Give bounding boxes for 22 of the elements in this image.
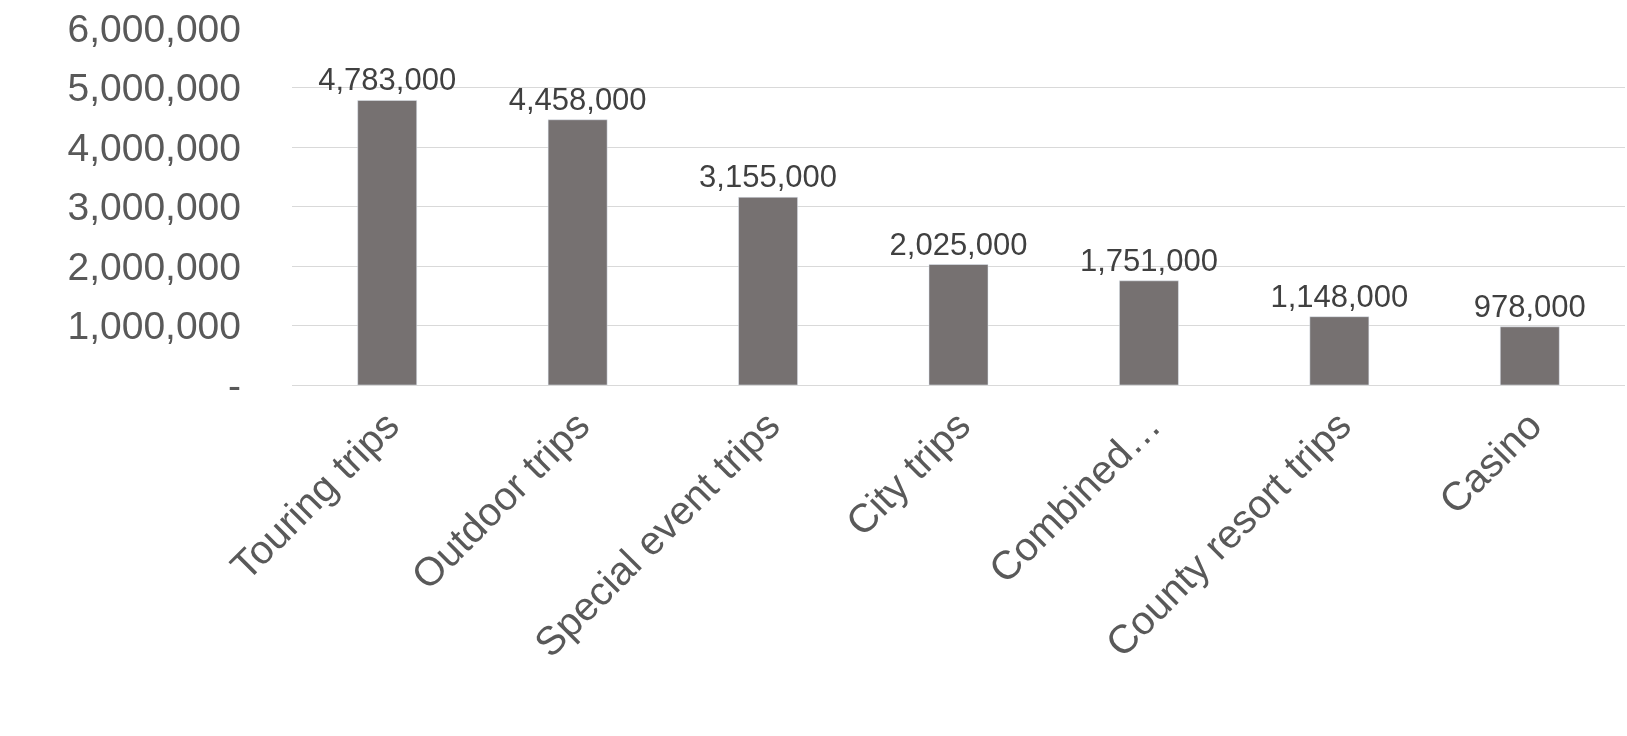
bar: [357, 100, 417, 385]
data-label: 2,025,000: [889, 226, 1028, 262]
y-tick-label: 4,000,000: [67, 125, 241, 169]
data-label: 4,458,000: [508, 81, 647, 117]
data-label: 4,783,000: [318, 62, 457, 98]
y-tick-label: 1,000,000: [67, 304, 241, 348]
x-tick-label: City trips: [837, 402, 979, 544]
data-label: 978,000: [1473, 288, 1586, 324]
data-label: 1,148,000: [1270, 278, 1409, 314]
data-label: 3,155,000: [699, 159, 838, 195]
y-tick-label: 5,000,000: [67, 66, 241, 110]
bar: [1500, 326, 1560, 385]
bar: [928, 264, 989, 385]
bar: [738, 197, 798, 385]
y-tick-label: 6,000,000: [67, 6, 241, 50]
data-label: 1,751,000: [1079, 242, 1218, 278]
bar: [1119, 280, 1179, 385]
y-tick-label: 2,000,000: [67, 244, 241, 288]
bar: [547, 119, 608, 385]
bar: [1309, 316, 1370, 385]
y-tick-label: -: [228, 363, 241, 407]
y-tick-label: 3,000,000: [67, 185, 241, 229]
